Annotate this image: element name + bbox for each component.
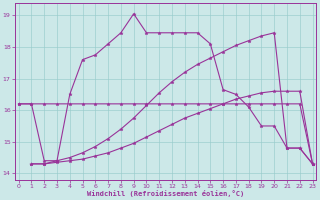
X-axis label: Windchill (Refroidissement éolien,°C): Windchill (Refroidissement éolien,°C): [87, 190, 244, 197]
